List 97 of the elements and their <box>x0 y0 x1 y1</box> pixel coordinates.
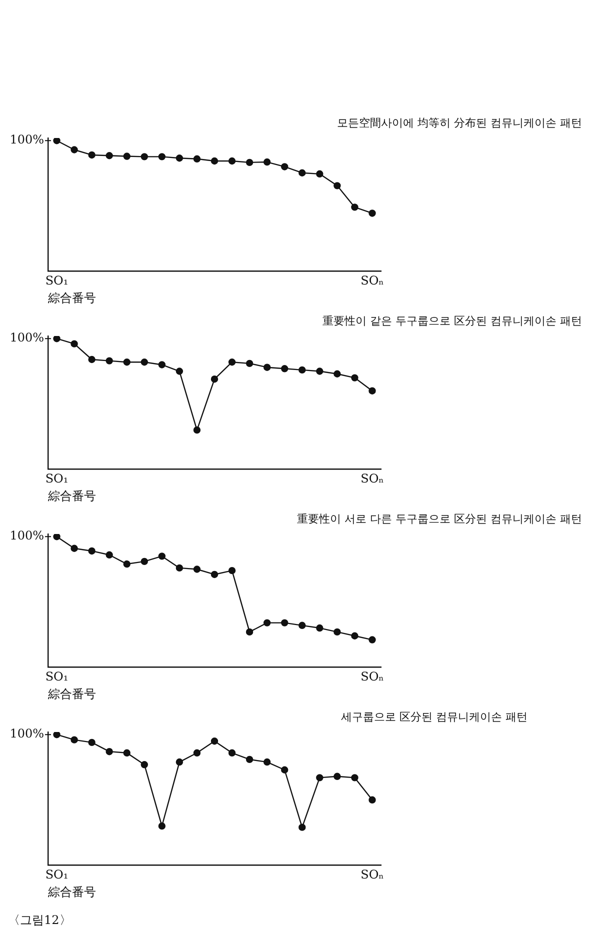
point <box>88 738 96 746</box>
point <box>158 552 166 560</box>
x-axis-title: 綜合番号 <box>47 290 96 305</box>
text: 〈그림12〉 <box>8 912 72 929</box>
point <box>334 370 341 378</box>
point <box>368 636 376 644</box>
point <box>368 210 376 217</box>
x-tick-label: SOₙ <box>360 670 384 684</box>
point <box>53 732 60 738</box>
point <box>210 738 218 745</box>
point <box>316 624 324 632</box>
text: 重要性이 같은 두구룹으로 区分된 컴뮤니케이손 패턴 <box>322 314 582 328</box>
point <box>53 534 60 540</box>
point <box>298 824 306 831</box>
point <box>246 628 254 636</box>
point <box>140 558 148 566</box>
point <box>334 628 341 636</box>
x-tick-label: SO₁ <box>45 670 68 684</box>
x-axis-title: 綜合番号 <box>47 488 96 503</box>
point <box>228 157 236 165</box>
point <box>281 766 288 774</box>
point <box>316 368 324 375</box>
point <box>140 153 148 160</box>
point <box>88 547 96 555</box>
point <box>263 758 271 766</box>
point <box>263 158 271 166</box>
point <box>228 358 236 366</box>
point <box>316 774 324 782</box>
point <box>368 796 376 804</box>
point <box>158 361 166 368</box>
point <box>88 151 96 159</box>
point <box>176 368 184 375</box>
point <box>106 152 113 160</box>
point <box>123 358 130 366</box>
point <box>106 357 113 364</box>
point <box>70 544 78 552</box>
point <box>210 375 218 383</box>
point <box>158 822 166 830</box>
point <box>123 749 130 756</box>
point <box>193 155 201 162</box>
point <box>193 749 201 756</box>
point <box>53 138 60 144</box>
x-axis-title: 綜合番号 <box>47 884 96 899</box>
text: 100% <box>10 528 44 543</box>
point <box>123 152 130 160</box>
x-axis-title: 綜合番号 <box>47 686 96 701</box>
point <box>298 366 306 374</box>
x-tick-label: SO₁ <box>45 868 68 882</box>
point <box>281 619 288 626</box>
point <box>210 570 218 578</box>
point <box>263 364 271 371</box>
point <box>158 153 166 160</box>
point <box>176 758 184 766</box>
point <box>193 566 201 573</box>
point <box>368 387 376 394</box>
point <box>228 566 236 574</box>
point <box>53 336 60 342</box>
x-tick-label: SOₙ <box>360 472 384 486</box>
point <box>263 619 271 626</box>
text: 100% <box>10 132 44 147</box>
point <box>176 154 184 162</box>
point <box>246 158 254 166</box>
point <box>193 426 201 434</box>
point <box>316 170 324 178</box>
text: 100% <box>10 330 44 345</box>
point <box>140 761 148 768</box>
point <box>106 551 113 558</box>
point <box>351 374 358 382</box>
point <box>246 360 254 368</box>
point <box>123 560 130 568</box>
point <box>70 736 78 744</box>
point <box>210 157 218 165</box>
point <box>351 204 358 211</box>
text: 모든空間사이에 均等히 分布된 컴뮤니케이손 패턴 <box>337 116 582 130</box>
x-tick-label: SO₁ <box>45 274 68 288</box>
text: 세구룹으로 区分된 컴뮤니케이손 패턴 <box>340 710 528 724</box>
x-tick-label: SOₙ <box>360 274 384 288</box>
point <box>106 748 113 756</box>
point <box>246 756 254 764</box>
point <box>351 774 358 782</box>
point <box>140 358 148 366</box>
point <box>281 365 288 372</box>
point <box>298 169 306 176</box>
x-tick-label: SOₙ <box>360 868 384 882</box>
point <box>281 163 288 170</box>
text: 100% <box>10 726 44 741</box>
x-tick-label: SO₁ <box>45 472 68 486</box>
point <box>228 749 236 756</box>
point <box>70 340 78 348</box>
text: 重要性이 서로 다른 두구룹으로 区分된 컴뮤니케이손 패턴 <box>297 512 582 526</box>
point <box>334 182 341 190</box>
point <box>298 622 306 630</box>
point <box>351 632 358 640</box>
point <box>334 772 341 780</box>
point <box>176 564 184 572</box>
point <box>88 356 96 364</box>
point <box>70 146 78 154</box>
